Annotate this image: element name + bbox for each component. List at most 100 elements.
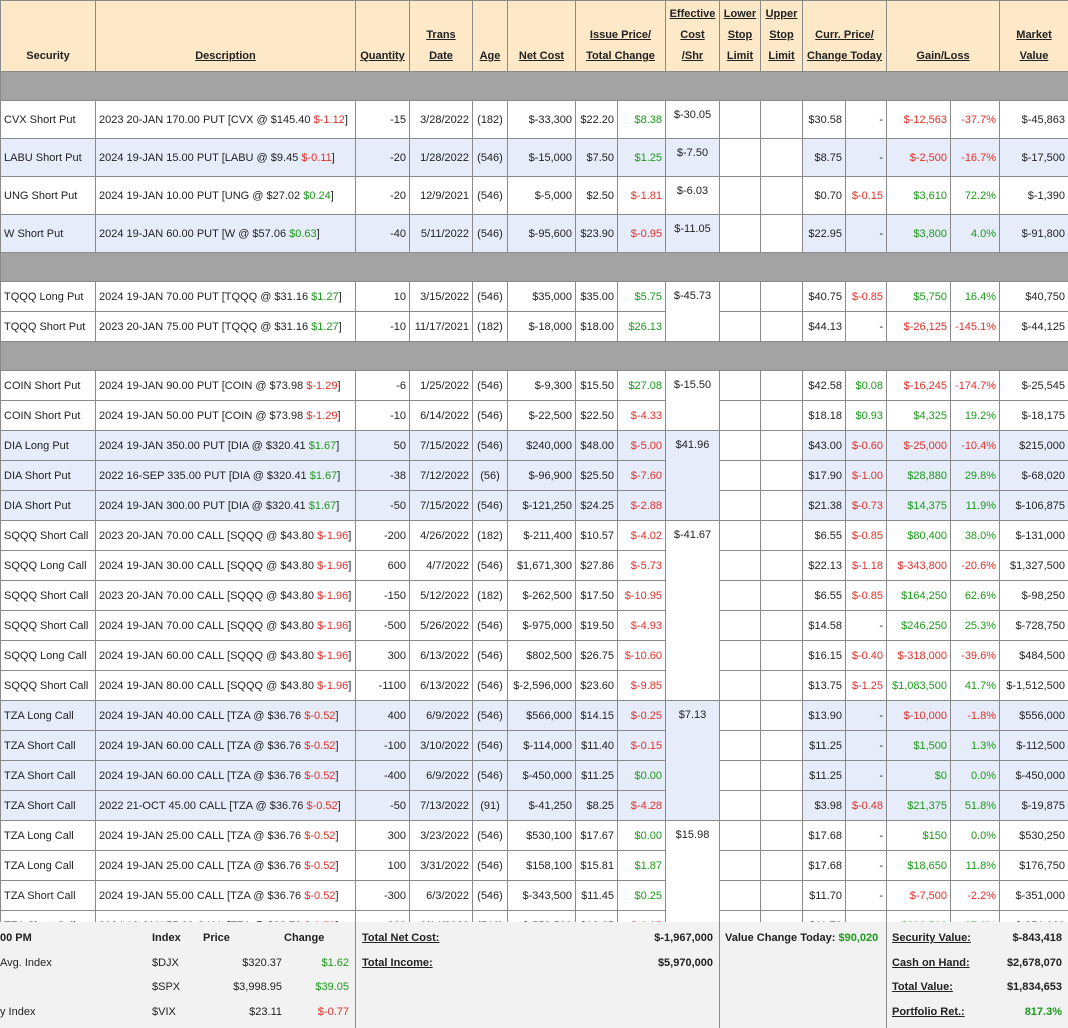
description-cell: 2024 19-JAN 60.00 CALL [SQQQ @ $43.80 $-… [95,640,356,671]
issue-price-cell: $7.50 [575,138,618,177]
index-price: $23.11 [249,1006,282,1018]
quantity-cell: -20 [355,176,410,215]
gain-loss-cell: $-318,000 [886,640,952,671]
change-today-cell: - [844,610,888,641]
position-row: TQQQ Short Put 2023 20-JAN 75.00 PUT [TQQ… [0,311,1068,342]
description-cell: 2024 19-JAN 50.00 PUT [COIN @ $73.98 $-1… [95,400,356,431]
column-header-text: Lower Stop Limit [723,8,757,62]
quantity-cell: -38 [355,460,410,491]
underlying-change: $-1.29 [306,409,338,422]
underlying-change: $1.27 [311,320,339,333]
security-cell: SQQQ Short Call [0,520,96,551]
net-cost-cell: $240,000 [507,430,576,461]
upper-stop-cell [760,610,803,641]
underlying-change: $-0.52 [304,889,336,902]
net-cost-cell: $530,100 [507,820,576,851]
total-value: $5,970,000 [657,957,713,969]
description-end: ] [348,649,352,662]
quantity-cell: -300 [355,880,410,911]
issue-price-cell: $22.50 [575,400,618,431]
security-cell: TZA Short Call [0,760,96,791]
description-cell: 2024 19-JAN 30.00 CALL [SQQQ @ $43.80 $-… [95,550,356,581]
underlying-change: $-1.96 [317,529,349,542]
current-price-cell: $18.18 [802,400,846,431]
gain-loss-cell: $-2,500 [886,138,952,177]
gain-loss-cell: $150 [886,820,952,851]
current-price-cell: $13.75 [802,670,846,701]
underlying-change: $-1.12 [313,113,345,126]
underlying-change: $-0.52 [304,709,336,722]
total-change-cell: $-0.95 [617,214,666,253]
column-header-text: Upper Stop Limit [765,8,798,62]
position-row: DIA Long Put 2024 19-JAN 350.00 PUT [DIA … [0,430,1068,521]
market-value-cell: $484,500 [999,640,1068,671]
description-text: 2024 19-JAN 60.00 CALL [TZA @ $36.76 [99,739,302,752]
market-value-cell: $-1,512,500 [999,670,1068,701]
security-cell: COIN Short Put [0,370,96,401]
lower-stop-cell [719,138,761,177]
market-value-cell: $-68,020 [999,460,1068,491]
separator-row [0,252,1068,282]
underlying-change: $-1.96 [317,619,349,632]
effective-cost-cell: $-11.05 [665,214,720,253]
column-header-text: Security [26,50,70,62]
market-value-cell: $-1,390 [999,176,1068,215]
net-cost-cell: $-121,250 [507,490,576,521]
index-symbol: $DJX [152,957,179,969]
column-header: Market Value [999,0,1068,72]
change-today-cell: - [844,311,888,342]
net-cost-cell: $-5,000 [507,176,576,215]
trans-date-cell: 7/15/2022 [409,430,473,461]
lower-stop-cell [719,176,761,215]
description-cell: 2024 19-JAN 80.00 CALL [SQQQ @ $43.80 $-… [95,670,356,701]
age-cell: (546) [472,670,508,701]
description-text: 2023 20-JAN 170.00 PUT [CVX @ $145.40 [99,113,311,126]
underlying-change: $1.67 [308,439,337,452]
description-text: 2024 19-JAN 70.00 CALL [SQQQ @ $43.80 [99,619,314,632]
net-cost-cell: $1,671,300 [507,550,576,581]
trans-date-cell: 4/7/2022 [409,550,473,581]
index-change: $1.62 [321,957,349,969]
description-end: ] [330,189,334,202]
description-text: 2024 19-JAN 15.00 PUT [LABU @ $9.45 [99,151,299,164]
portfolio-table: Security Description Quantity Trans Date Age… [0,0,1068,941]
description-text: 2024 19-JAN 40.00 CALL [TZA @ $36.76 [99,709,302,722]
underlying-change: $-0.52 [306,799,338,812]
upper-stop-cell [760,520,803,551]
description-end: ] [348,559,352,572]
description-cell: 2024 19-JAN 70.00 CALL [SQQQ @ $43.80 $-… [95,610,356,641]
age-cell: (546) [472,550,508,581]
market-value-cell: $-91,800 [999,214,1068,253]
change-today-cell: $-0.85 [844,580,888,611]
security-cell: TZA Long Call [0,850,96,881]
description-text: 2024 19-JAN 30.00 CALL [SQQQ @ $43.80 [99,559,314,572]
description-cell: 2024 19-JAN 350.00 PUT [DIA @ $320.41 $1… [95,430,356,461]
lower-stop-cell [719,520,761,551]
total-change-cell: $-4.93 [617,610,666,641]
underlying-change: $-1.96 [317,559,349,572]
index-header: Change [284,932,325,944]
lower-stop-cell [719,281,761,312]
current-price-cell: $6.55 [802,580,846,611]
total-change-cell: $1.25 [617,138,666,177]
quantity-cell: -100 [355,730,410,761]
change-today-cell: - [844,700,888,731]
age-cell: (546) [472,490,508,521]
description-cell: 2024 19-JAN 10.00 PUT [UNG @ $27.02 $0.2… [95,176,356,215]
age-cell: (546) [472,640,508,671]
description-cell: 2024 19-JAN 60.00 CALL [TZA @ $36.76 $-0… [95,760,356,791]
description-text: 2023 20-JAN 75.00 PUT [TQQQ @ $31.16 [99,320,309,333]
issue-price-cell: $14.15 [575,700,618,731]
gain-loss-pct-cell: 41.7% [950,670,1001,701]
market-value-cell: $-45,863 [999,100,1068,139]
description-end: ] [335,889,339,902]
upper-stop-cell [760,700,803,731]
security-cell: SQQQ Long Call [0,550,96,581]
lower-stop-cell [719,760,761,791]
trans-date-cell: 1/28/2022 [409,138,473,177]
age-cell: (546) [472,214,508,253]
net-cost-cell: $-22,500 [507,400,576,431]
market-value-cell: $215,000 [999,430,1068,461]
issue-price-cell: $23.60 [575,670,618,701]
trans-date-cell: 3/31/2022 [409,850,473,881]
